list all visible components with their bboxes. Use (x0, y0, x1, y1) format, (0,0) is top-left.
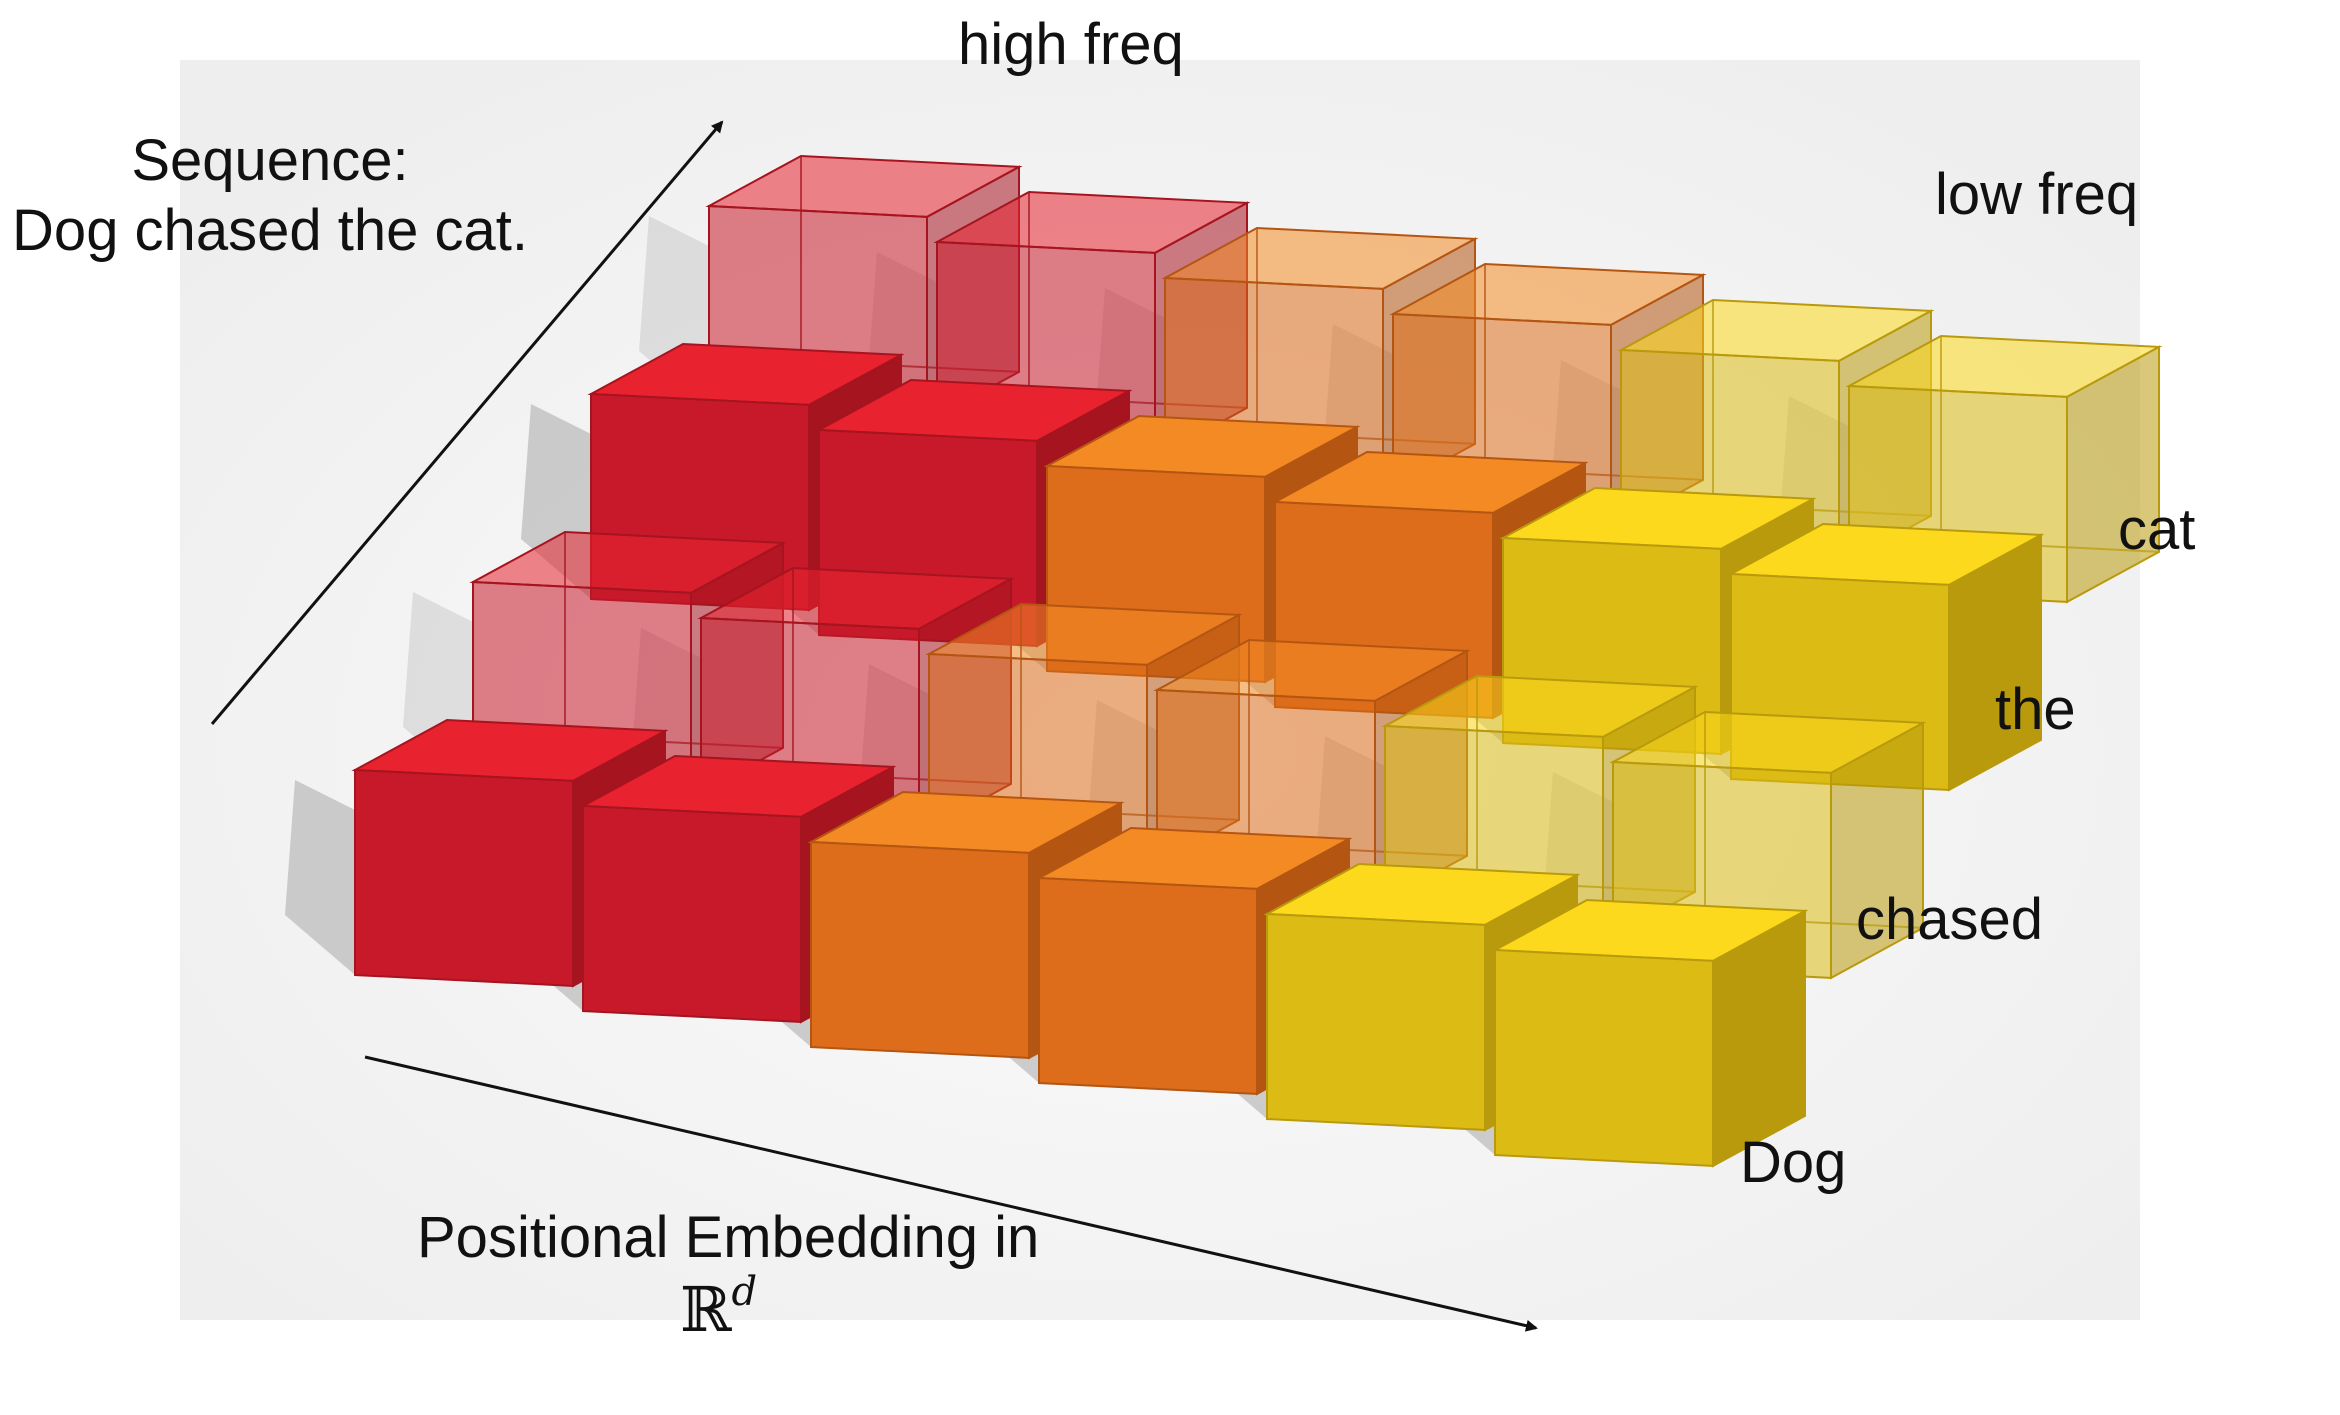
sequence-text: Dog chased the cat. (12, 198, 528, 263)
cube-r0-c5 (1491, 898, 1809, 1168)
embedding-space-symbol: ℝd (680, 1268, 757, 1347)
cube-shadow (285, 780, 355, 975)
cube-front-face (354, 768, 574, 987)
cube-front-face (1038, 876, 1258, 1095)
dimension-exponent: d (731, 1269, 758, 1315)
token-label-cat: cat (2118, 497, 2196, 562)
token-label-the: the (1995, 677, 2076, 742)
low-freq-label: low freq (1935, 162, 2139, 227)
sequence-axis-arrow (210, 120, 724, 725)
cube-front-face (582, 804, 802, 1023)
real-number-symbol: ℝ (680, 1273, 732, 1346)
sequence-title: Sequence: (131, 128, 409, 193)
cube-front-face (1494, 948, 1714, 1167)
token-label-chased: chased (1856, 887, 2044, 952)
cube-r1-c5 (1609, 710, 1927, 980)
cube-front-face (810, 840, 1030, 1059)
high-freq-label: high freq (958, 12, 1184, 77)
cube-front-face (1266, 912, 1486, 1131)
token-label-dog: Dog (1740, 1130, 1847, 1195)
embedding-axis-arrow (364, 1055, 1538, 1332)
embedding-title: Positional Embedding in (417, 1205, 1040, 1270)
cube-grid (351, 154, 2163, 1168)
